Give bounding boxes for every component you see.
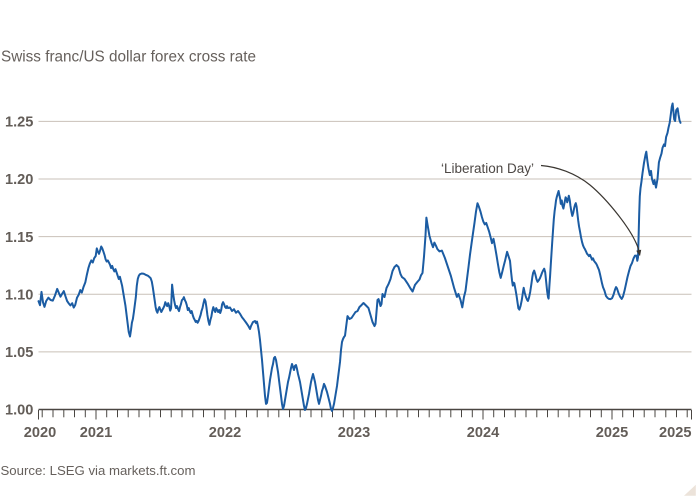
svg-text:1.05: 1.05: [5, 345, 33, 361]
svg-text:1.00: 1.00: [5, 403, 33, 419]
svg-text:Source: LSEG via markets.ft.co: Source: LSEG via markets.ft.com: [1, 463, 196, 478]
svg-text:2023: 2023: [338, 425, 370, 441]
svg-text:1.15: 1.15: [5, 230, 33, 246]
svg-text:2025: 2025: [596, 425, 628, 441]
svg-text:2024: 2024: [467, 425, 500, 441]
svg-text:1.20: 1.20: [5, 172, 33, 188]
svg-text:2020: 2020: [24, 425, 56, 441]
svg-text:2021: 2021: [80, 425, 112, 441]
svg-text:1.10: 1.10: [5, 287, 33, 303]
svg-text:1.25: 1.25: [5, 115, 33, 131]
svg-text:Swiss franc/US dollar forex cr: Swiss franc/US dollar forex cross rate: [1, 49, 256, 66]
svg-text:2022: 2022: [209, 425, 241, 441]
svg-text:‘Liberation Day’: ‘Liberation Day’: [441, 161, 534, 176]
svg-text:2025: 2025: [659, 425, 691, 441]
